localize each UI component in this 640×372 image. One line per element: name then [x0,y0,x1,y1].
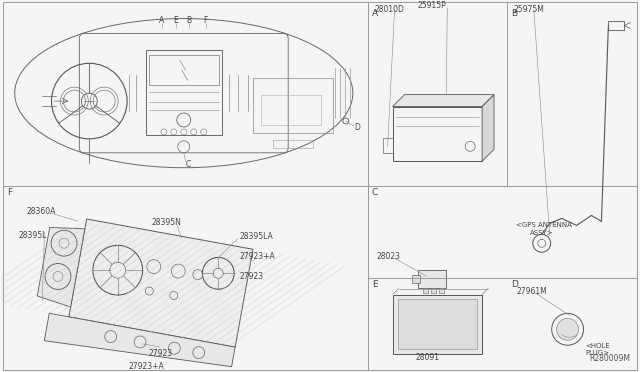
Text: E: E [372,280,378,289]
Text: 28360A: 28360A [27,207,56,216]
Bar [273,140,313,148]
Text: PLUG>: PLUG> [586,350,609,356]
Bar [261,95,321,125]
Text: 27961M: 27961M [517,286,548,295]
Text: 27923+A: 27923+A [129,362,164,371]
Polygon shape [69,219,253,347]
Text: 28395LA: 28395LA [240,232,273,241]
Text: F: F [7,187,12,196]
Text: 27923: 27923 [240,272,264,281]
Polygon shape [482,94,494,161]
Text: C: C [372,187,378,196]
Text: 28395L: 28395L [19,231,47,240]
Text: F: F [204,16,208,25]
Text: 27923: 27923 [149,349,173,358]
Text: R280009M: R280009M [589,354,630,363]
Bar [431,288,436,293]
Text: <HOLE: <HOLE [586,343,611,349]
Text: E: E [173,16,178,25]
Bar [609,20,624,31]
Bar [392,106,482,161]
Polygon shape [392,94,494,106]
Text: A: A [372,9,378,17]
Text: 28395N: 28395N [152,218,182,227]
Text: D: D [511,280,518,289]
Bar [419,270,446,288]
Bar [439,288,444,293]
Text: B: B [186,16,191,25]
Text: 28010D: 28010D [374,5,404,14]
Bar [383,138,392,153]
Text: C: C [186,160,191,169]
Text: 25975M: 25975M [514,5,545,14]
Polygon shape [44,313,235,367]
Bar [423,288,428,293]
Polygon shape [392,295,482,354]
Text: A: A [159,16,164,25]
Text: B: B [511,9,517,17]
Text: ASSY>: ASSY> [530,230,554,236]
Bar [253,78,333,133]
Polygon shape [37,227,85,307]
Text: D: D [354,124,360,132]
Text: <GPS ANTENNA: <GPS ANTENNA [516,222,572,228]
Bar [149,55,219,85]
Circle shape [557,318,579,340]
Text: 25915P: 25915P [418,1,447,10]
Text: 28091: 28091 [415,353,440,362]
Bar [412,275,420,283]
Bar [146,50,221,135]
Bar [397,299,477,349]
Text: 27923+A: 27923+A [240,252,275,261]
Text: 28023: 28023 [377,252,401,261]
